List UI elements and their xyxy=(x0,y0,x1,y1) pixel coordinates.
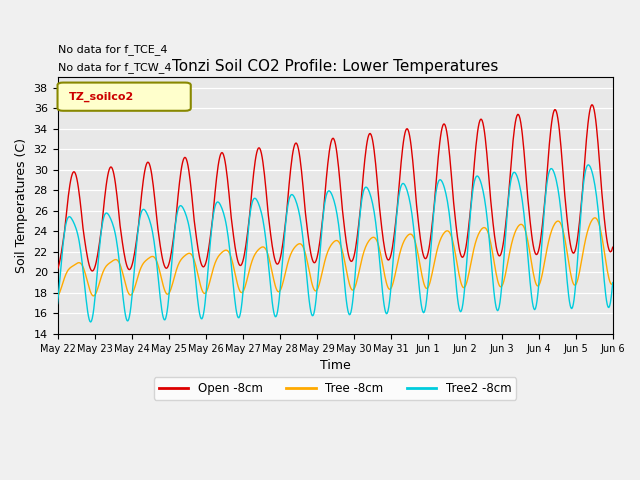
Text: No data for f_TCE_4: No data for f_TCE_4 xyxy=(58,44,167,55)
FancyBboxPatch shape xyxy=(58,83,191,111)
Text: No data for f_TCW_4: No data for f_TCW_4 xyxy=(58,62,171,73)
Legend: Open -8cm, Tree -8cm, Tree2 -8cm: Open -8cm, Tree -8cm, Tree2 -8cm xyxy=(154,377,516,400)
Y-axis label: Soil Temperatures (C): Soil Temperatures (C) xyxy=(15,138,28,273)
X-axis label: Time: Time xyxy=(320,359,351,372)
Title: Tonzi Soil CO2 Profile: Lower Temperatures: Tonzi Soil CO2 Profile: Lower Temperatur… xyxy=(172,59,499,73)
Text: TZ_soilco2: TZ_soilco2 xyxy=(68,92,134,102)
